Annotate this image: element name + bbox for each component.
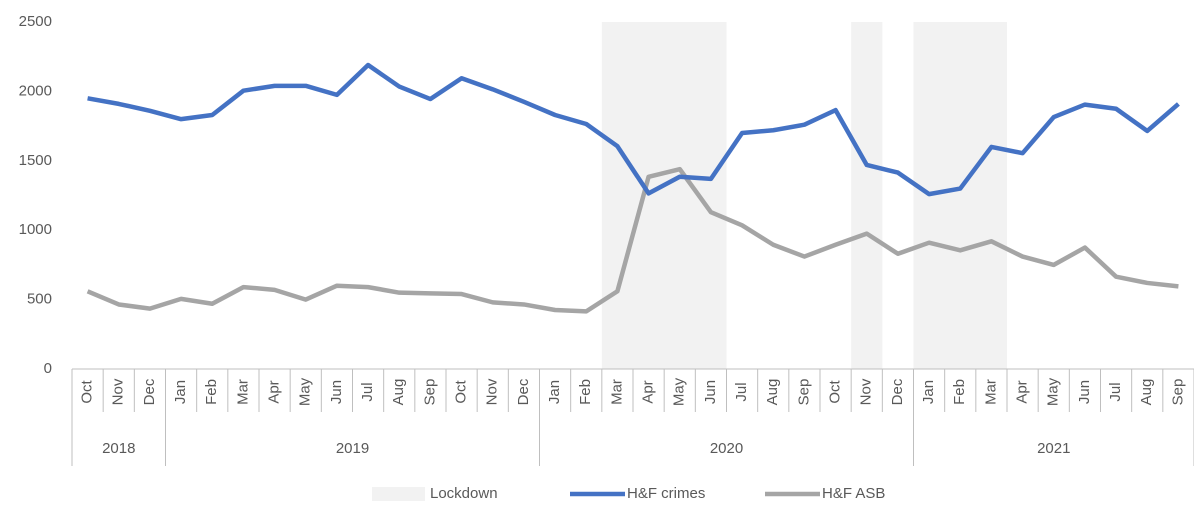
x-tick-label: May: [671, 377, 688, 406]
x-tick-label: Dec: [141, 378, 158, 405]
x-tick-label: Jun: [328, 380, 345, 404]
x-tick-label: Dec: [889, 378, 906, 405]
y-tick-label: 2000: [19, 82, 52, 99]
x-tick-label: Sep: [795, 379, 812, 406]
x-tick-label: May: [297, 377, 314, 406]
x-tick-label: May: [1045, 377, 1062, 406]
x-tick-label: Sep: [421, 379, 438, 406]
x-tick-label: Jun: [702, 380, 719, 404]
x-tick-label: Aug: [390, 379, 407, 406]
x-tick-label: Oct: [827, 380, 844, 404]
series-line: [87, 62, 1180, 197]
series-line: [86, 166, 1179, 314]
legend-swatch: [372, 487, 425, 501]
y-tick-label: 500: [27, 291, 52, 308]
x-tick-label: Mar: [982, 379, 999, 405]
year-label: 2021: [1037, 440, 1070, 457]
x-tick-label: Aug: [764, 379, 781, 406]
x-tick-label: Jan: [172, 380, 189, 404]
y-tick-label: 1000: [19, 221, 52, 238]
x-tick-label: Feb: [577, 379, 594, 405]
y-tick-label: 0: [44, 360, 52, 377]
legend-label: Lockdown: [430, 485, 498, 502]
x-tick-label: Jan: [546, 380, 563, 404]
y-tick-label: 1500: [19, 152, 52, 169]
year-label: 2018: [102, 440, 135, 457]
legend-label: H&F crimes: [627, 485, 705, 502]
x-tick-label: Apr: [266, 380, 283, 403]
year-label: 2019: [336, 440, 369, 457]
x-tick-label: Oct: [79, 380, 96, 404]
x-tick-label: Feb: [203, 379, 220, 405]
x-tick-label: Aug: [1138, 379, 1155, 406]
year-label: 2020: [710, 440, 743, 457]
x-tick-label: Jan: [920, 380, 937, 404]
lockdown-band: [851, 22, 883, 369]
x-tick-label: Sep: [1169, 379, 1186, 406]
x-tick-label: Nov: [110, 378, 127, 405]
x-tick-label: Nov: [484, 378, 501, 405]
x-tick-label: Jul: [359, 382, 376, 401]
x-tick-label: Jul: [733, 382, 750, 401]
x-tick-label: Jun: [1076, 380, 1093, 404]
legend-label: H&F ASB: [822, 485, 885, 502]
x-tick-label: Nov: [858, 378, 875, 405]
x-tick-label: Feb: [951, 379, 968, 405]
y-tick-label: 2500: [19, 13, 52, 30]
x-tick-label: Apr: [1014, 380, 1031, 403]
x-tick-label: Dec: [515, 378, 532, 405]
x-tick-label: Mar: [234, 379, 251, 405]
lockdown-band: [601, 22, 727, 369]
x-tick-label: Jul: [1107, 382, 1124, 401]
x-tick-label: Mar: [608, 379, 625, 405]
x-tick-label: Apr: [640, 380, 657, 403]
x-tick-label: Oct: [453, 380, 470, 404]
